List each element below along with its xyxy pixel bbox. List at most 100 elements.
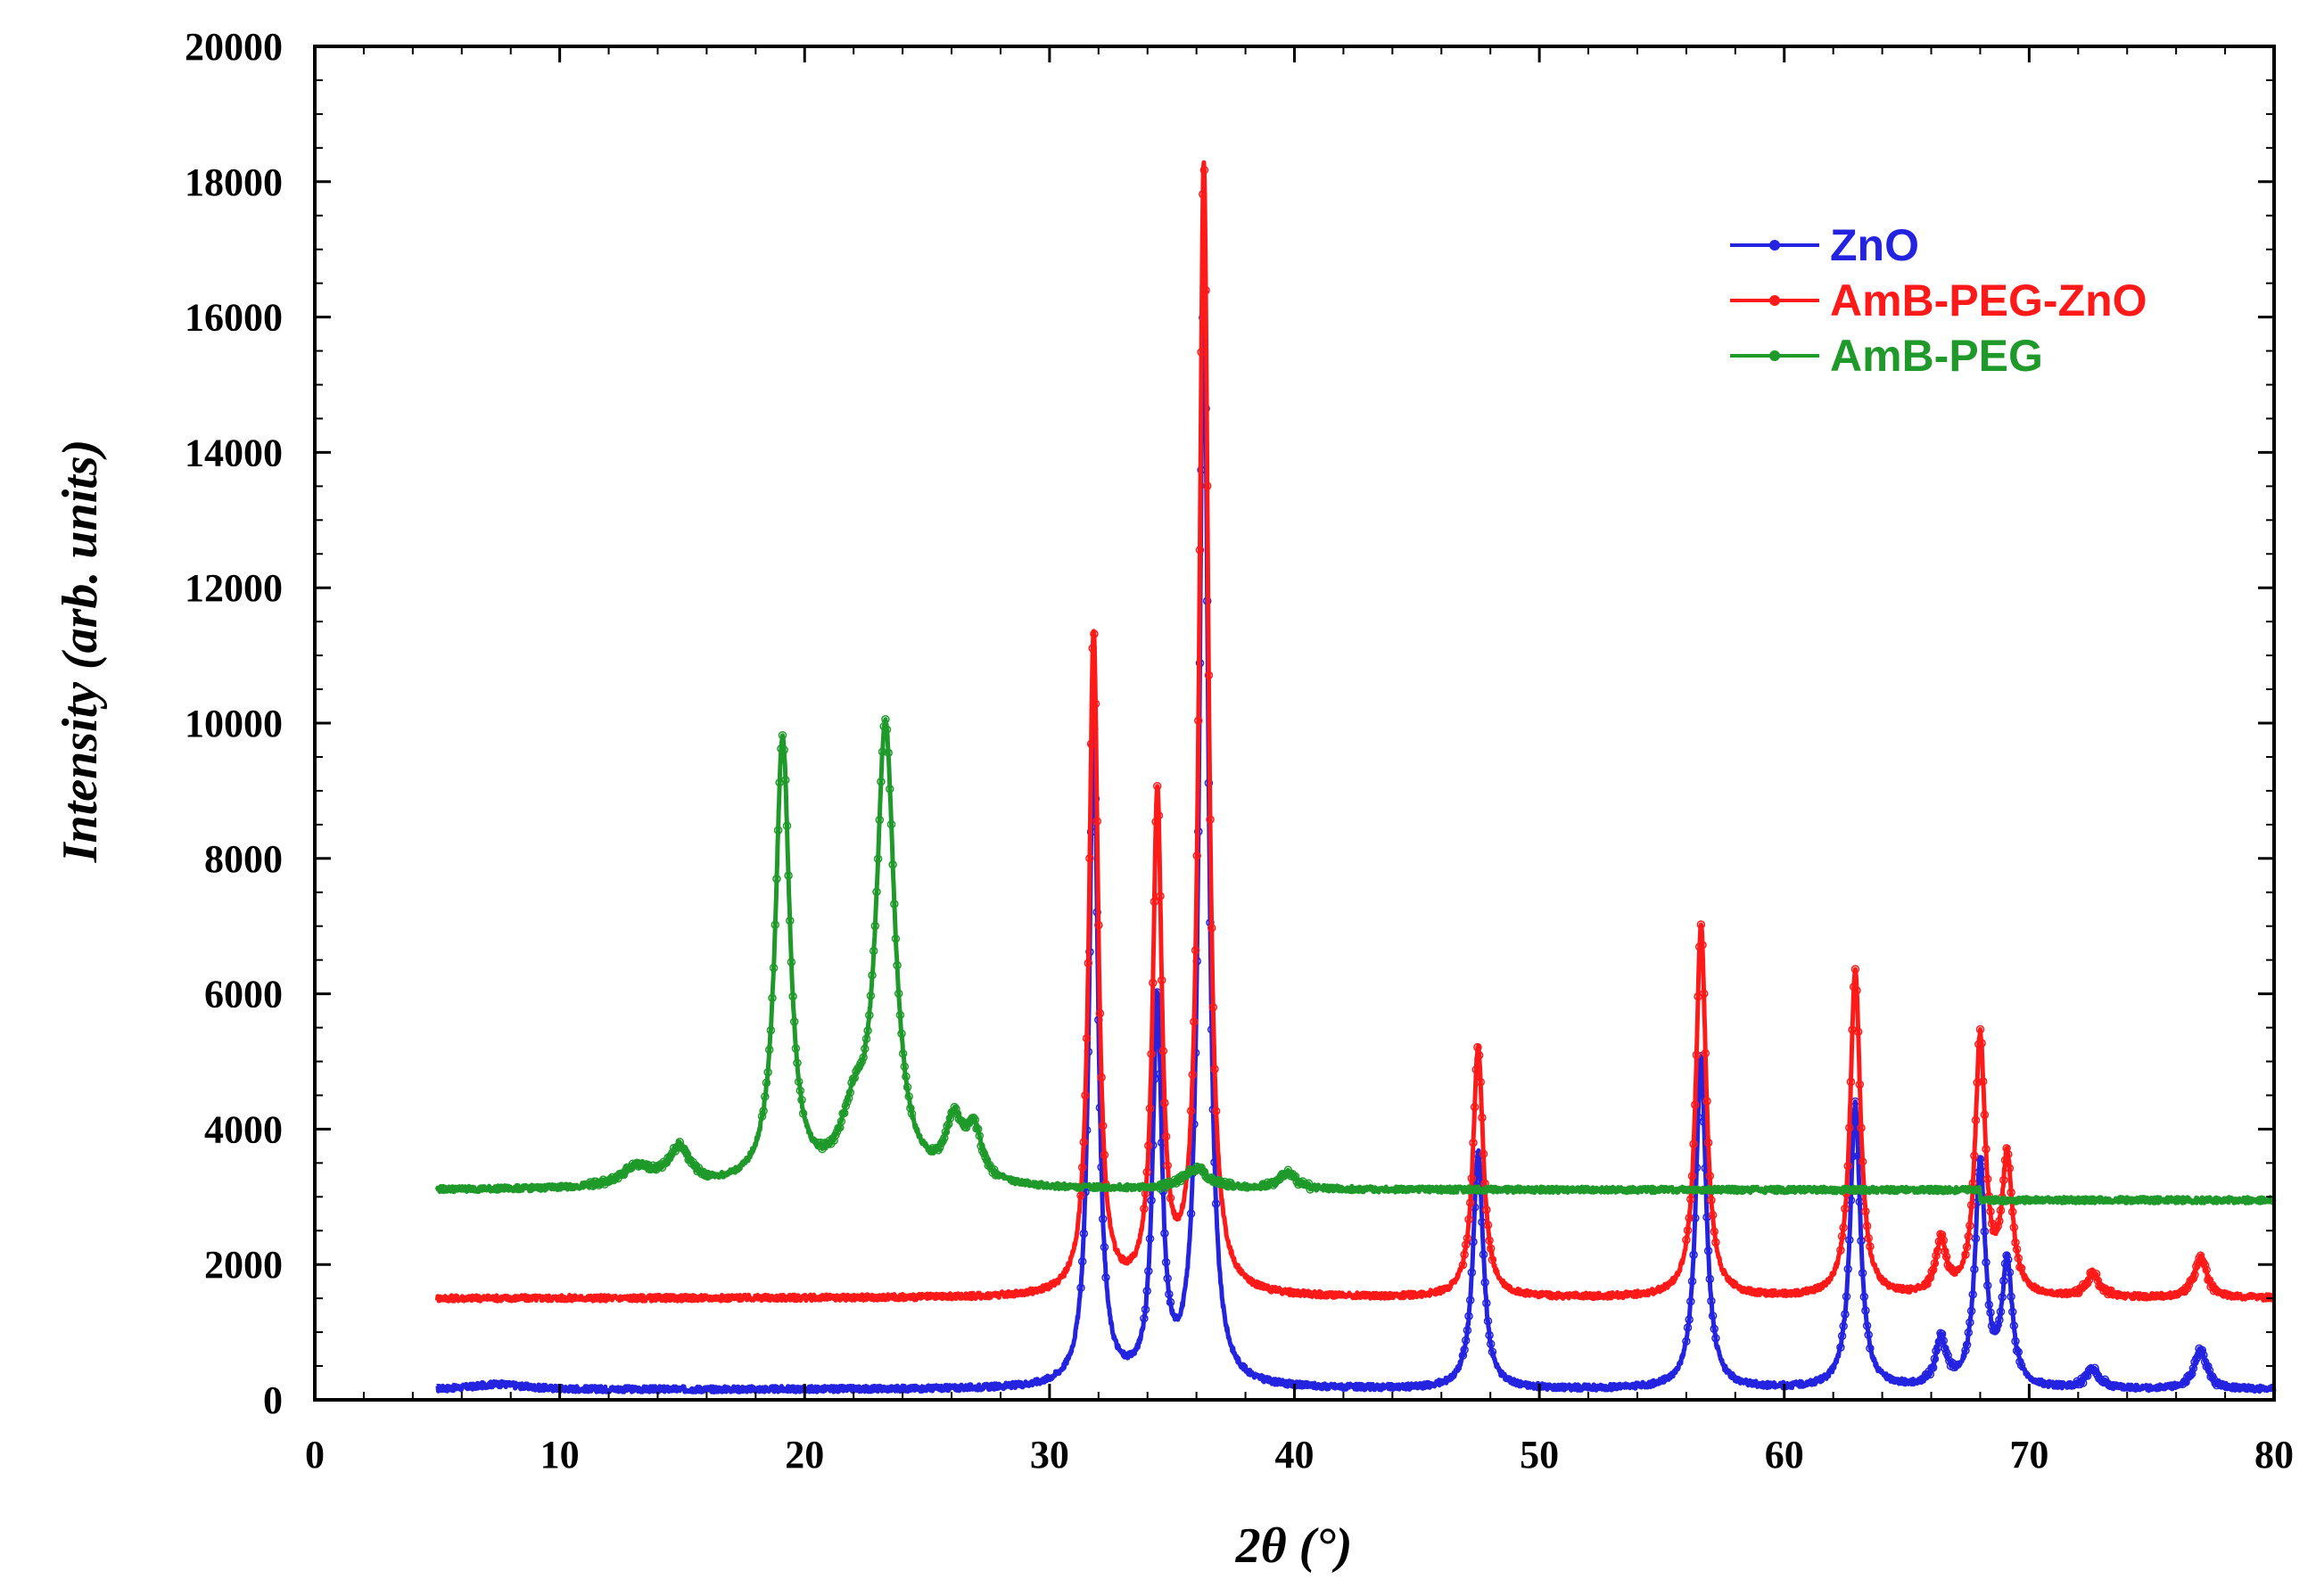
series-marker bbox=[1201, 285, 1210, 295]
series-marker bbox=[763, 1067, 772, 1077]
series-marker bbox=[1971, 1234, 1981, 1243]
series-line-zno bbox=[435, 279, 2277, 1394]
series-marker bbox=[1458, 1260, 1468, 1270]
series-marker bbox=[1100, 1243, 1109, 1252]
series-marker bbox=[1710, 1324, 1718, 1334]
series-marker bbox=[1852, 986, 1861, 995]
series-marker bbox=[1836, 1246, 1845, 1255]
series-marker bbox=[2191, 1354, 2201, 1363]
series-marker bbox=[1839, 1321, 1848, 1331]
series-marker bbox=[1479, 1149, 1488, 1158]
series-marker bbox=[1142, 1287, 1151, 1296]
tick-layer: 0 10 20 30 40 50 60 70 80 0 2000 4000 6000 8000 10000 1… bbox=[185, 25, 2294, 1477]
series-marker bbox=[1188, 1070, 1198, 1080]
series-marker bbox=[705, 1171, 713, 1180]
series-marker bbox=[1928, 1363, 1938, 1372]
series-marker bbox=[772, 874, 781, 884]
series-marker bbox=[2012, 1245, 2022, 1254]
series-marker bbox=[1163, 1274, 1172, 1283]
series-marker bbox=[2002, 1251, 2011, 1260]
series-marker bbox=[1227, 1181, 1237, 1190]
series-marker bbox=[1079, 1138, 1089, 1147]
series-marker bbox=[1862, 1321, 1872, 1330]
series-marker bbox=[1841, 1310, 1850, 1319]
series-marker bbox=[1166, 1194, 1175, 1203]
series-marker bbox=[2187, 1370, 2196, 1378]
series-marker bbox=[1683, 1226, 1693, 1235]
series-marker bbox=[639, 1160, 647, 1170]
series-marker bbox=[1982, 1258, 1990, 1267]
series-marker bbox=[1708, 1211, 1718, 1220]
series-marker bbox=[1098, 1121, 1108, 1131]
series-marker bbox=[884, 748, 893, 758]
series-marker bbox=[1961, 1345, 1970, 1355]
series-marker bbox=[1993, 1320, 2002, 1329]
series-marker bbox=[1837, 1331, 1847, 1341]
series-marker bbox=[779, 745, 788, 754]
series-marker bbox=[1090, 629, 1099, 638]
series-marker bbox=[784, 871, 793, 880]
series-markers-1 bbox=[1076, 165, 2223, 1299]
series-marker bbox=[1980, 1227, 1990, 1236]
legend: ZnO AmB-PEG-ZnO AmB-PEG bbox=[1730, 220, 2147, 381]
series-marker bbox=[1152, 781, 1162, 791]
series-marker bbox=[1857, 1123, 1866, 1132]
legend-swatch-marker bbox=[1769, 240, 1780, 251]
series-marker bbox=[2212, 1380, 2221, 1390]
series-marker bbox=[1465, 1296, 1475, 1304]
series-marker bbox=[1458, 1351, 1468, 1360]
x-tick-label: 30 bbox=[1030, 1433, 1069, 1477]
series-marker bbox=[2011, 1337, 2020, 1346]
series-marker bbox=[1144, 1141, 1153, 1150]
series-marker bbox=[788, 991, 797, 1001]
series-marker bbox=[1081, 1090, 1090, 1100]
series-marker bbox=[1864, 1330, 1873, 1339]
series-marker bbox=[891, 934, 901, 943]
series-marker bbox=[1304, 1179, 1314, 1188]
series-marker bbox=[1158, 1046, 1168, 1056]
series-marker bbox=[1100, 1150, 1109, 1160]
series-marker bbox=[1707, 1296, 1716, 1305]
series-marker bbox=[2014, 1347, 2023, 1357]
series-marker bbox=[1984, 1300, 1994, 1310]
series-marker bbox=[757, 1112, 767, 1121]
series-marker bbox=[1192, 851, 1201, 860]
series-marker bbox=[1982, 1145, 1990, 1154]
series-marker bbox=[888, 860, 897, 869]
x-tick-label: 40 bbox=[1275, 1433, 1315, 1477]
series-marker bbox=[703, 1172, 713, 1181]
series-marker bbox=[1970, 1151, 1979, 1161]
series-marker bbox=[881, 714, 890, 724]
series-marker bbox=[2213, 1287, 2223, 1296]
series-marker bbox=[1095, 1008, 1105, 1018]
series-marker bbox=[875, 815, 885, 825]
series-marker bbox=[1711, 1334, 1720, 1343]
y-tick-label: 14000 bbox=[185, 431, 283, 474]
series-marker bbox=[1699, 989, 1709, 999]
series-marker bbox=[1977, 1039, 1986, 1048]
series-marker bbox=[1157, 975, 1166, 985]
series-marker bbox=[1859, 1292, 1869, 1302]
series-marker bbox=[793, 1058, 802, 1067]
series-marker bbox=[1685, 1315, 1694, 1324]
series-marker bbox=[1982, 1281, 1992, 1290]
series-marker bbox=[1098, 1214, 1108, 1223]
series-marker bbox=[1939, 1336, 1949, 1345]
series-marker bbox=[1982, 1174, 1992, 1184]
series-marker bbox=[1966, 1318, 1974, 1327]
series-marker bbox=[1464, 1312, 1473, 1320]
series-marker bbox=[764, 1045, 774, 1055]
series-marker bbox=[2002, 1144, 2011, 1153]
series-marker bbox=[906, 1104, 915, 1113]
series-marker bbox=[1705, 1274, 1715, 1284]
series-marker bbox=[1163, 1161, 1172, 1170]
series-marker bbox=[1088, 644, 1097, 653]
series-marker bbox=[1211, 1199, 1221, 1208]
series-marker bbox=[1995, 1216, 2004, 1226]
series-marker bbox=[1866, 1344, 1875, 1353]
series-marker bbox=[1199, 165, 1209, 175]
series-marker bbox=[886, 785, 894, 794]
series-marker bbox=[766, 1025, 776, 1035]
series-marker bbox=[1091, 699, 1100, 709]
